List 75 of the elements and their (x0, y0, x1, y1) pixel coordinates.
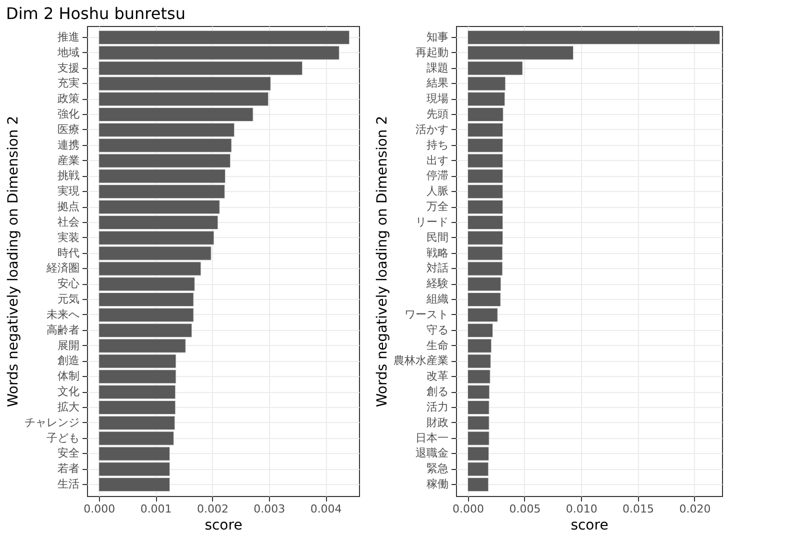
y-tick-label: 未来へ (46, 308, 80, 321)
y-tick-label: 元気 (58, 292, 80, 306)
y-tick-label: 連携 (58, 138, 80, 152)
y-tick-label: 守る (426, 323, 448, 336)
x-tick-label: 0.015 (622, 502, 654, 516)
y-tick-label: 経験 (426, 277, 448, 290)
y-tick-label: 生活 (58, 478, 80, 491)
y-tick-label: 安心 (58, 277, 80, 290)
y-tick-label: 万全 (426, 200, 448, 214)
y-tick-label: 退職金 (416, 446, 448, 460)
y-tick-label: 組織 (426, 292, 448, 306)
x-tick-label: 0.020 (679, 502, 711, 516)
y-tick-label: 推進 (58, 30, 80, 44)
y-tick-label: 文化 (58, 385, 80, 398)
y-tick-label: 充実 (58, 76, 80, 90)
y-tick-label: 高齢者 (46, 323, 80, 336)
y-tick-label: 地域 (56, 46, 80, 59)
y-tick-label: 改革 (426, 370, 448, 383)
x-tick-label: 0.003 (254, 502, 286, 516)
y-tick-label: 挑戦 (58, 169, 80, 182)
y-tick-label: 民間 (426, 230, 448, 244)
chart-title: Dim 2 Hoshu bunretsu (6, 4, 186, 23)
y-tick-label: 農林水産業 (394, 354, 448, 368)
y-tick-label: 創る (426, 385, 448, 398)
y-tick-label: 産業 (58, 154, 80, 167)
y-tick-label: 活力 (426, 400, 448, 414)
y-tick-label: 拠点 (58, 200, 80, 214)
x-axis-title: score (570, 518, 608, 534)
y-tick-label: 戦略 (426, 246, 448, 260)
y-tick-label: 拡大 (58, 400, 80, 414)
x-tick-label: 0.000 (84, 502, 116, 516)
y-tick-label: 日本一 (416, 431, 448, 444)
y-tick-label: チャレンジ (24, 416, 80, 429)
y-tick-label: 生命 (426, 338, 448, 352)
y-tick-label: 知事 (426, 30, 448, 44)
y-tick-label: 持ち (426, 138, 448, 152)
x-tick-label: 0.000 (452, 502, 484, 516)
y-tick-label: 再起動 (416, 46, 448, 59)
y-tick-label: 課題 (426, 61, 448, 74)
y-tick-label: 財政 (426, 416, 448, 429)
x-tick-label: 0.004 (310, 502, 342, 516)
y-tick-label: 現場 (426, 92, 448, 106)
y-tick-label: 強化 (58, 108, 80, 121)
x-tick-label: 0.001 (140, 502, 172, 516)
y-tick-label: 政策 (58, 92, 80, 106)
x-tick-label: 0.005 (509, 502, 541, 516)
y-tick-label: 社会 (58, 215, 80, 228)
y-tick-label: 経済圏 (46, 262, 80, 275)
y-tick-label: リード (416, 215, 448, 228)
y-tick-label: 医療 (58, 122, 80, 136)
y-tick-label: 創造 (58, 354, 80, 368)
y-tick-label: 稼働 (426, 478, 448, 491)
x-tick-label: 0.002 (196, 502, 228, 516)
y-tick-label: 停滞 (426, 169, 448, 182)
y-tick-label: 実現 (58, 184, 80, 198)
y-tick-label: 支援 (58, 61, 80, 74)
x-tick-label: 0.010 (566, 502, 598, 516)
y-tick-label: ワースト (404, 308, 448, 321)
y-tick-label: 結果 (426, 76, 448, 90)
y-axis-title: Words negatively loading on Dimension 2 (374, 116, 390, 408)
y-tick-label: 時代 (58, 246, 80, 260)
y-tick-label: 子ども (46, 431, 80, 444)
y-tick-label: 体制 (58, 370, 80, 383)
y-tick-label: 先頭 (426, 108, 448, 121)
y-tick-label: 緊急 (426, 462, 448, 476)
x-axis-title: score (204, 518, 242, 534)
y-tick-label: 人脈 (426, 184, 448, 198)
y-axis-title: Words negatively loading on Dimension 2 (6, 116, 22, 408)
y-tick-label: 実装 (58, 230, 80, 244)
y-tick-label: 出す (426, 154, 448, 167)
y-tick-label: 活かす (416, 122, 448, 136)
y-tick-label: 対話 (426, 262, 448, 275)
y-tick-label: 若者 (58, 462, 80, 476)
y-tick-label: 展開 (58, 338, 80, 352)
y-tick-label: 安全 (58, 446, 80, 460)
